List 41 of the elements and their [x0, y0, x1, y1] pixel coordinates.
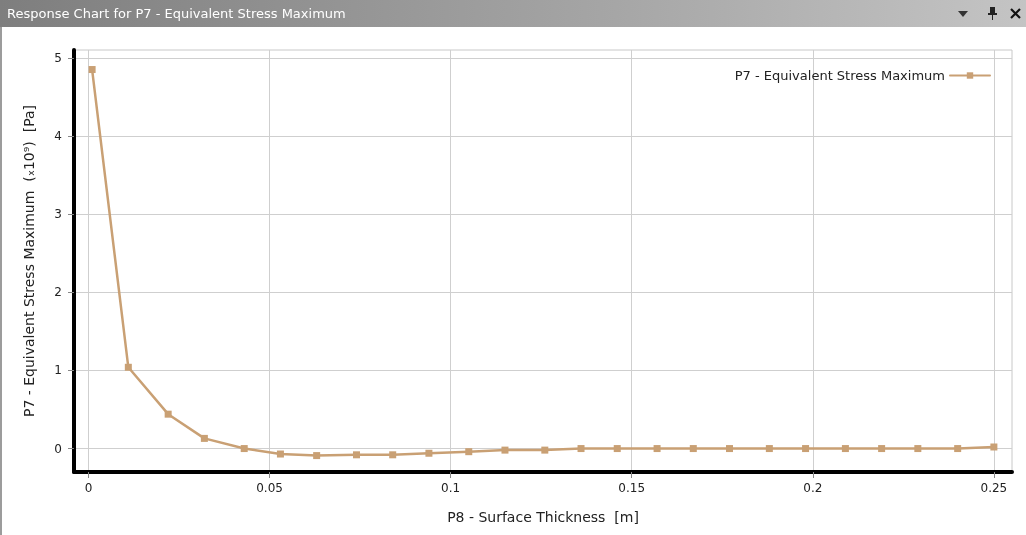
point	[765, 445, 773, 453]
point	[425, 449, 433, 457]
point	[878, 445, 886, 453]
x-tick-label: 0	[84, 481, 93, 495]
point	[465, 448, 473, 456]
point	[653, 445, 661, 453]
point	[389, 451, 397, 459]
point	[88, 66, 96, 74]
y-tick-label: 5	[54, 50, 62, 65]
point	[313, 452, 321, 460]
point	[954, 445, 962, 453]
point	[501, 446, 509, 454]
point	[841, 445, 849, 453]
y-tick-label: 4	[54, 128, 62, 143]
x-tick-label: 0.2	[803, 481, 823, 495]
point	[200, 434, 208, 442]
point	[802, 445, 810, 453]
point	[914, 445, 922, 453]
legend-label: P7 - Equivalent Stress Maximum	[734, 68, 945, 83]
y-tick-label: 2	[54, 285, 62, 300]
point	[352, 451, 360, 459]
point	[613, 445, 621, 453]
point	[726, 445, 734, 453]
point	[164, 410, 172, 418]
x-axis-title: P8 - Surface Thickness [m]	[447, 509, 639, 525]
point	[990, 443, 998, 451]
point	[124, 363, 132, 371]
y-tick-label: 1	[54, 363, 62, 378]
y-axis-title: P7 - Equivalent Stress Maximum (ₓ10⁹) [Pa]	[21, 104, 37, 418]
point	[689, 445, 697, 453]
point	[541, 446, 549, 454]
y-tick-label: 0	[54, 441, 62, 456]
point	[276, 450, 284, 458]
x-tick-label: 0.1	[441, 481, 461, 495]
x-tick-label: 0.05	[256, 481, 283, 495]
x-tick-label: 0.15	[618, 481, 646, 495]
chart-title: Response Chart for P7 - Equivalent Stress Maximum	[7, 5, 346, 22]
point	[240, 445, 248, 453]
x-tick-label: 0.25	[980, 481, 1008, 495]
point	[577, 445, 585, 453]
y-tick-label: 3	[54, 207, 62, 222]
